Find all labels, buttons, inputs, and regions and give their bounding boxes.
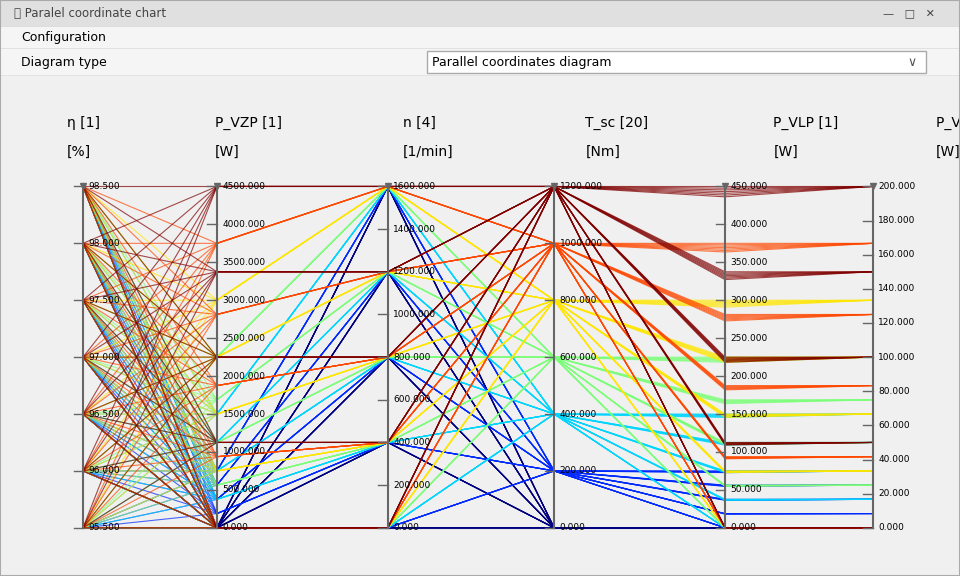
Text: [1/min]: [1/min] (402, 145, 453, 158)
Text: Configuration: Configuration (21, 31, 106, 44)
Text: [W]: [W] (936, 145, 960, 158)
Text: 98.500: 98.500 (88, 182, 120, 191)
Text: 20.000: 20.000 (878, 489, 910, 498)
Text: 300.000: 300.000 (731, 295, 768, 305)
Text: η [1]: η [1] (67, 116, 100, 130)
Text: 3500.000: 3500.000 (223, 258, 266, 267)
Text: 2000.000: 2000.000 (223, 372, 266, 381)
Text: 0.000: 0.000 (394, 523, 420, 532)
Text: [Nm]: [Nm] (586, 145, 620, 158)
Text: 3000.000: 3000.000 (223, 295, 266, 305)
Text: 800.000: 800.000 (394, 353, 431, 362)
Text: 250.000: 250.000 (731, 334, 768, 343)
Text: 200.000: 200.000 (560, 467, 597, 475)
Text: 600.000: 600.000 (560, 353, 597, 362)
Text: 400.000: 400.000 (560, 410, 597, 419)
Text: 200.000: 200.000 (878, 182, 916, 191)
Text: T_sc [20]: T_sc [20] (586, 115, 649, 130)
Text: 50.000: 50.000 (731, 486, 762, 494)
Text: 1200.000: 1200.000 (560, 182, 603, 191)
Text: ∨: ∨ (907, 56, 917, 69)
Text: 95.500: 95.500 (88, 523, 120, 532)
Text: 96.000: 96.000 (88, 467, 120, 475)
Text: 1500.000: 1500.000 (223, 410, 266, 419)
Text: 180.000: 180.000 (878, 216, 916, 225)
Text: 400.000: 400.000 (731, 220, 768, 229)
Text: [W]: [W] (774, 145, 798, 158)
Text: 100.000: 100.000 (878, 353, 916, 362)
Text: 1200.000: 1200.000 (394, 267, 437, 276)
Text: 1000.000: 1000.000 (560, 239, 603, 248)
Text: 1000.000: 1000.000 (223, 448, 266, 456)
Text: 400.000: 400.000 (394, 438, 431, 447)
Text: 140.000: 140.000 (878, 285, 916, 293)
Text: P_VZP [1]: P_VZP [1] (214, 115, 281, 130)
Text: 60.000: 60.000 (878, 421, 910, 430)
Text: Diagram type: Diagram type (21, 56, 107, 69)
Text: 200.000: 200.000 (394, 480, 431, 490)
Text: n [4]: n [4] (402, 116, 436, 130)
Text: [W]: [W] (214, 145, 239, 158)
Text: Parallel coordinates diagram: Parallel coordinates diagram (432, 56, 612, 69)
Text: 97.000: 97.000 (88, 353, 120, 362)
Text: 1400.000: 1400.000 (394, 225, 437, 234)
Text: 96.500: 96.500 (88, 410, 120, 419)
Text: 2500.000: 2500.000 (223, 334, 266, 343)
Text: [%]: [%] (67, 145, 91, 158)
Text: 500.000: 500.000 (223, 486, 260, 494)
Text: 160.000: 160.000 (878, 250, 916, 259)
Text: 200.000: 200.000 (731, 372, 768, 381)
Text: 1000.000: 1000.000 (394, 310, 437, 319)
Text: —   □   ✕: — □ ✕ (883, 8, 935, 18)
Text: 40.000: 40.000 (878, 455, 910, 464)
Text: 150.000: 150.000 (731, 410, 768, 419)
Text: 450.000: 450.000 (731, 182, 768, 191)
Text: 4000.000: 4000.000 (223, 220, 266, 229)
Text: 800.000: 800.000 (560, 295, 597, 305)
Text: 0.000: 0.000 (560, 523, 586, 532)
Text: 97.500: 97.500 (88, 295, 120, 305)
Text: 4500.000: 4500.000 (223, 182, 266, 191)
Text: 120.000: 120.000 (878, 319, 916, 328)
Text: 📊 Paralel coordinate chart: 📊 Paralel coordinate chart (14, 7, 166, 20)
Text: 1600.000: 1600.000 (394, 182, 437, 191)
Text: 80.000: 80.000 (878, 386, 910, 396)
Text: P_VLP [10]: P_VLP [10] (936, 115, 960, 130)
Text: P_VLP [1]: P_VLP [1] (774, 115, 839, 130)
Text: 350.000: 350.000 (731, 258, 768, 267)
Text: 100.000: 100.000 (731, 448, 768, 456)
Text: 0.000: 0.000 (731, 523, 756, 532)
Text: 600.000: 600.000 (394, 395, 431, 404)
Text: 0.000: 0.000 (878, 523, 904, 532)
Text: 98.000: 98.000 (88, 239, 120, 248)
Text: 0.000: 0.000 (223, 523, 249, 532)
